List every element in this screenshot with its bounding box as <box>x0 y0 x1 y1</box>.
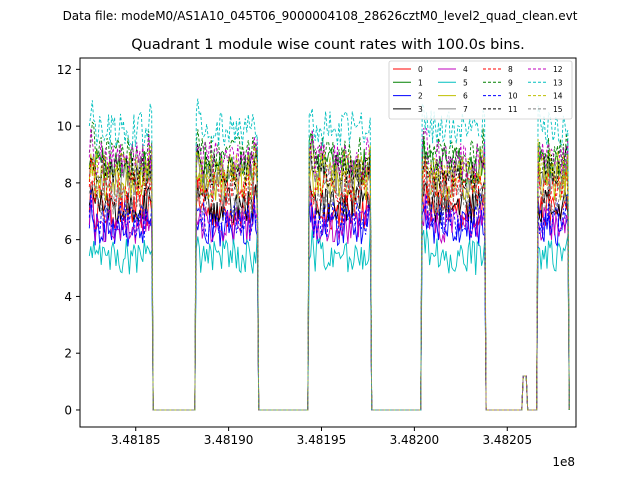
chart-suptitle: Data file: modeM0/AS1A10_045T06_90000041… <box>63 9 578 23</box>
legend-label: 11 <box>508 105 518 114</box>
legend-label: 6 <box>463 92 468 101</box>
legend-label: 15 <box>553 105 563 114</box>
series-line-13 <box>88 98 570 411</box>
legend-label: 14 <box>553 92 563 101</box>
legend-label: 1 <box>418 78 423 87</box>
legend-label: 13 <box>553 78 563 87</box>
chart-title: Quadrant 1 module wise count rates with … <box>131 37 525 53</box>
x-axis: 3.48185 3.48190 3.48195 3.48200 3.48205 <box>111 427 532 447</box>
legend-label: 9 <box>508 78 513 87</box>
legend-label: 12 <box>553 65 563 74</box>
x-tick-label: 3.48190 <box>204 433 254 447</box>
series-line-14 <box>88 138 570 411</box>
series-lines <box>88 98 570 411</box>
x-tick-label: 3.48200 <box>390 433 440 447</box>
legend-label: 3 <box>418 105 423 114</box>
y-tick-label: 0 <box>64 403 72 417</box>
legend-box <box>388 60 573 120</box>
x-tick-label: 3.48195 <box>297 433 347 447</box>
legend-label: 2 <box>418 92 423 101</box>
y-tick-label: 10 <box>57 120 72 134</box>
legend-label: 4 <box>463 65 468 74</box>
legend-label: 10 <box>508 92 518 101</box>
legend-label: 0 <box>418 65 423 74</box>
y-tick-label: 2 <box>64 347 72 361</box>
y-tick-label: 8 <box>64 176 72 190</box>
x-offset-label: 1e8 <box>552 455 575 469</box>
series-line-15 <box>88 173 570 411</box>
y-tick-label: 4 <box>64 290 72 304</box>
y-axis: 0 2 4 6 8 10 12 <box>57 63 80 417</box>
legend-label: 7 <box>463 105 468 114</box>
y-tick-label: 6 <box>64 233 72 247</box>
legend-label: 8 <box>508 65 513 74</box>
x-tick-label: 3.48185 <box>111 433 161 447</box>
plot-area <box>79 57 577 428</box>
x-tick-label: 3.48205 <box>482 433 532 447</box>
axes-frame <box>79 57 577 428</box>
legend-label: 5 <box>463 78 468 87</box>
y-tick-label: 12 <box>57 63 72 77</box>
